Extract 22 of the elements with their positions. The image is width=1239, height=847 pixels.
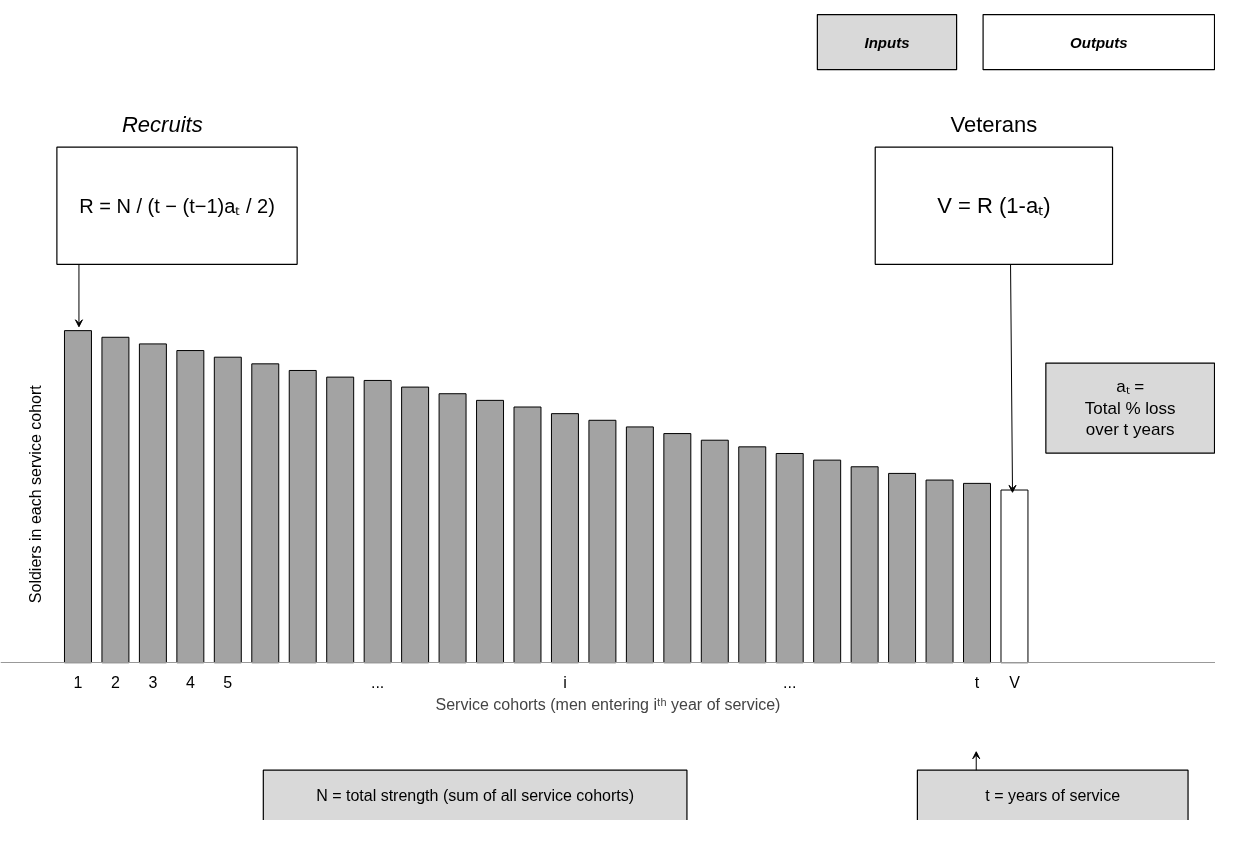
x-tick-label: 4 — [185, 673, 195, 691]
text: Inputs — [864, 33, 910, 51]
x-tick-label: 1 — [73, 673, 83, 691]
x-axis-title: Service cohorts (men entering iᵗʰ year of service) — [435, 695, 781, 713]
x-tick-label: 5 — [223, 673, 233, 691]
x-tick-label: ... — [783, 673, 797, 691]
bar — [1000, 489, 1029, 664]
x-tick-label: 3 — [148, 673, 158, 691]
x-tick-label: i — [563, 673, 567, 691]
text: V = R (1-aₜ) — [937, 193, 1051, 219]
text: R = N / (t − (t−1)aₜ / 2) — [79, 194, 275, 217]
text: Veterans — [950, 111, 1038, 137]
text: Recruits — [121, 111, 203, 137]
x-tick-label: t — [974, 673, 980, 691]
x-tick-label: V — [1009, 673, 1021, 691]
y-axis-title: Soldiers in each service cohort — [27, 384, 45, 604]
text: N = total strength (sum of all service cohorts) — [316, 786, 635, 804]
x-tick-label: ... — [370, 673, 385, 691]
text: aₜ = Total % loss over t years — [1084, 376, 1176, 440]
text: Outputs — [1070, 33, 1128, 51]
text: t = years of service — [985, 786, 1121, 804]
x-tick-label: 2 — [110, 673, 120, 691]
